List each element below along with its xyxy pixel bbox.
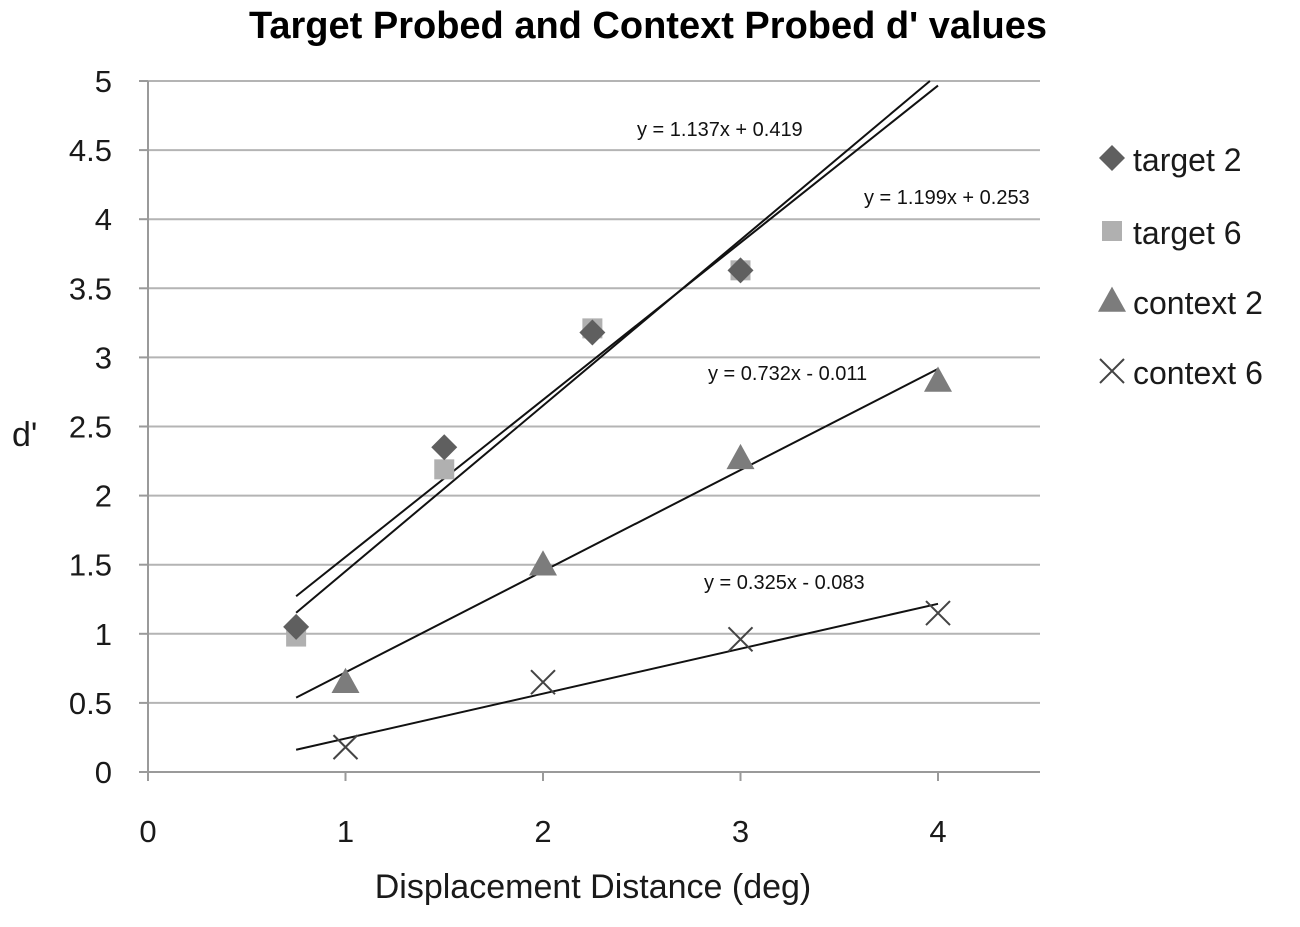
- x-axis-label: Displacement Distance (deg): [375, 868, 812, 906]
- legend-item: context 6: [1099, 355, 1263, 391]
- legend: target 2 target 6 context 2 context 6: [1098, 142, 1263, 391]
- square-marker: [1102, 221, 1122, 241]
- diamond-marker: [579, 319, 606, 346]
- legend-item: target 2: [1099, 142, 1242, 178]
- legend-item: context 2: [1098, 285, 1263, 321]
- data-point-context-6: [727, 626, 754, 653]
- y-tick-label: 1: [95, 617, 112, 652]
- trendline-equation: y = 1.199x + 0.253: [864, 187, 1030, 209]
- y-tick-label: 4.5: [69, 133, 112, 168]
- trendline-equations: y = 1.137x + 0.419 y = 1.199x + 0.253 y = …: [637, 119, 1030, 594]
- square-marker: [434, 459, 455, 480]
- x-marker-stroke: [727, 626, 754, 653]
- legend-square-icon: [1102, 221, 1122, 241]
- y-tick-label: 3.5: [69, 271, 112, 306]
- data-point-target-2: [283, 613, 310, 640]
- triangle-marker: [726, 443, 755, 470]
- x-marker-stroke: [925, 600, 951, 626]
- trendline-equation: y = 1.137x + 0.419: [637, 119, 803, 141]
- y-axis-ticks: 0 0.5 1 1.5 2 2.5 3 3.5 4 4.5 5: [69, 64, 148, 790]
- data-point-context-6: [332, 734, 359, 760]
- y-tick-label: 1.5: [69, 548, 112, 583]
- y-tick-label: 4: [95, 202, 112, 237]
- legend-label: context 6: [1133, 355, 1263, 391]
- data-point-context-6: [925, 600, 951, 626]
- diamond-marker: [1099, 145, 1125, 171]
- x-marker-stroke: [332, 734, 359, 760]
- x-tick-label: 3: [732, 814, 749, 849]
- triangle-marker: [924, 366, 952, 392]
- diamond-marker: [727, 257, 754, 284]
- legend-label: target 2: [1133, 142, 1242, 178]
- legend-diamond-icon: [1099, 145, 1125, 171]
- data-point-target-2: [431, 434, 458, 461]
- trendline-equation: y = 0.325x - 0.083: [704, 572, 865, 594]
- data-point-context-6: [530, 669, 556, 695]
- trendlines: [295, 80, 939, 751]
- data-point-context-2: [331, 667, 360, 693]
- x-marker-stroke: [1099, 358, 1125, 384]
- y-tick-label: 2.5: [69, 410, 112, 445]
- x-tick-label: 4: [929, 814, 946, 849]
- triangle-marker: [1098, 286, 1126, 312]
- legend-label: context 2: [1133, 285, 1263, 321]
- x-marker-stroke: [530, 669, 556, 695]
- data-point-context-2: [529, 550, 557, 576]
- x-tick-label: 2: [534, 814, 551, 849]
- data-point-target-6: [434, 459, 455, 480]
- data-point-target-2: [727, 257, 754, 284]
- chart-title: Target Probed and Context Probed d' valu…: [249, 5, 1047, 47]
- trendline-0: [295, 84, 939, 598]
- legend-label: target 6: [1133, 215, 1242, 251]
- x-tick-label: 1: [337, 814, 354, 849]
- data-point-context-2: [726, 443, 755, 470]
- y-tick-label: 0.5: [69, 686, 112, 721]
- trendline-3: [295, 602, 939, 751]
- diamond-marker: [431, 434, 458, 461]
- legend-triangle-icon: [1098, 286, 1126, 312]
- data-point-context-2: [924, 366, 952, 392]
- trendline-1: [295, 80, 931, 614]
- data-points: [283, 257, 952, 760]
- x-tick-label: 0: [139, 814, 156, 849]
- legend-item: target 6: [1102, 215, 1242, 251]
- y-tick-label: 5: [95, 64, 112, 99]
- trendline-2: [295, 367, 939, 699]
- gridlines: [148, 80, 1040, 704]
- triangle-marker: [529, 550, 557, 576]
- diamond-marker: [283, 613, 310, 640]
- data-point-target-2: [579, 319, 606, 346]
- y-tick-label: 0: [95, 755, 112, 790]
- legend-x-icon: [1099, 358, 1125, 384]
- y-tick-label: 2: [95, 479, 112, 514]
- y-tick-label: 3: [95, 340, 112, 375]
- triangle-marker: [331, 667, 360, 693]
- y-axis-label: d': [12, 416, 37, 454]
- trendline-equation: y = 0.732x - 0.011: [708, 363, 867, 385]
- x-axis-ticks: 0 1 2 3 4: [139, 772, 947, 849]
